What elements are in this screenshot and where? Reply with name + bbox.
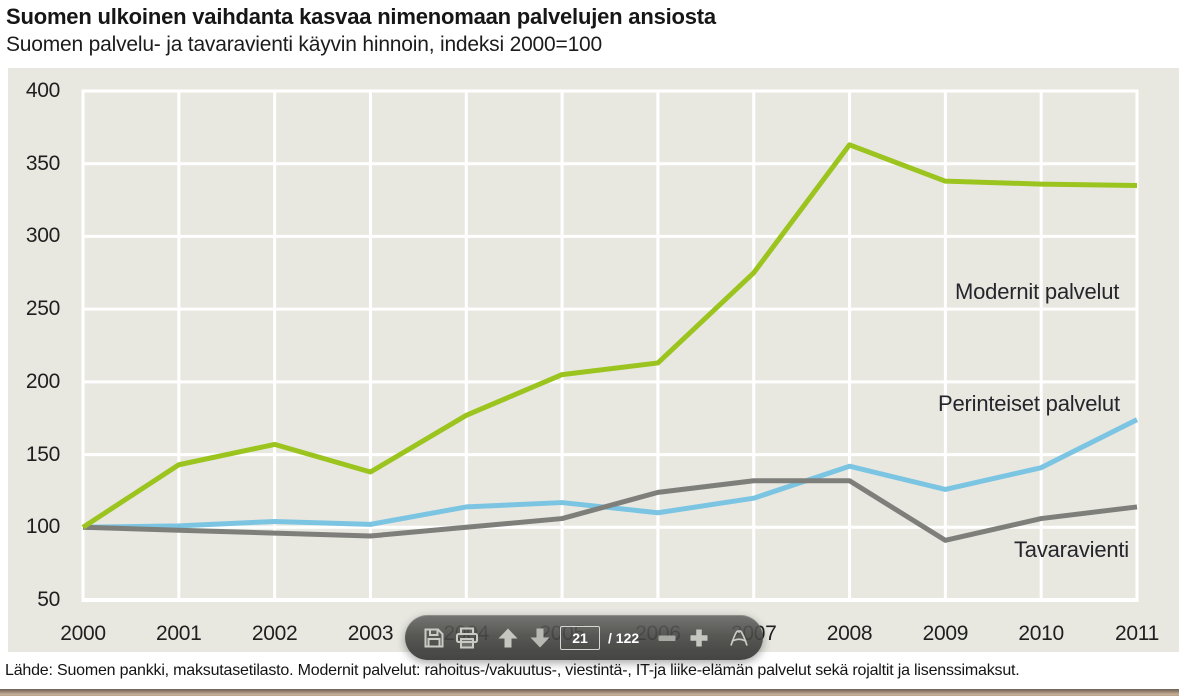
previous-page-button[interactable] [496,625,520,651]
zoom-in-button[interactable] [687,625,711,651]
series-line-perinteiset-palvelut [82,417,1139,530]
series-line-tavaravienti [82,478,1138,543]
next-page-button[interactable] [528,625,552,651]
print-icon [456,627,478,648]
y-tick-label: 350 [25,151,60,175]
pdf-floating-toolbar: / 122 [405,615,763,660]
x-tick-label: 2002 [251,622,298,645]
acrobat-button[interactable] [727,625,751,651]
page-number-input[interactable] [560,625,600,650]
y-tick-label: 300 [25,224,60,248]
x-tick-label: 2008 [826,622,873,645]
down-arrow-icon [530,628,550,647]
bottom-accent-bar [0,689,1179,696]
zoom-out-button[interactable] [655,625,679,651]
x-tick-label: 2011 [1115,622,1159,645]
source-note: Lähde: Suomen pankki, maksutasetilasto. … [5,662,1020,679]
print-button[interactable] [454,625,480,651]
chart-area: 400 350 300 250 200 150 100 50 2000 2001 2002 2003… [8,68,1179,652]
acrobat-logo-icon [730,629,748,646]
x-tick-label: 2003 [347,622,394,645]
page-count-label: / 122 [608,629,640,646]
x-tick-label: 2009 [922,622,969,645]
y-tick-label: 100 [25,515,60,539]
y-tick-label: 200 [25,369,60,393]
up-arrow-icon [498,628,518,647]
series-label-tavaravienti: Tavaravienti [1014,537,1129,562]
save-button[interactable] [422,625,446,651]
y-tick-label: 150 [25,442,60,466]
plus-icon [690,629,708,646]
series-label-modernit-palvelut: Modernit palvelut [955,279,1120,304]
y-tick-label: 250 [25,297,60,321]
x-tick-label: 2000 [60,622,106,645]
y-tick-label: 400 [25,79,60,102]
save-icon [424,628,444,647]
chart-title: Suomen ulkoinen vaihdanta kasvaa nimenom… [6,4,716,29]
chart-subtitle: Suomen palvelu- ja tavaravienti käyvin h… [6,33,603,56]
line-chart [81,89,1139,602]
x-tick-label: 2010 [1018,622,1064,645]
series-line-modernit-palvelut [81,142,1138,530]
series-label-perinteiset-palvelut: Perinteiset palvelut [938,391,1120,416]
y-tick-label: 50 [37,588,60,611]
minus-icon [658,635,676,641]
x-tick-label: 2001 [156,622,202,645]
